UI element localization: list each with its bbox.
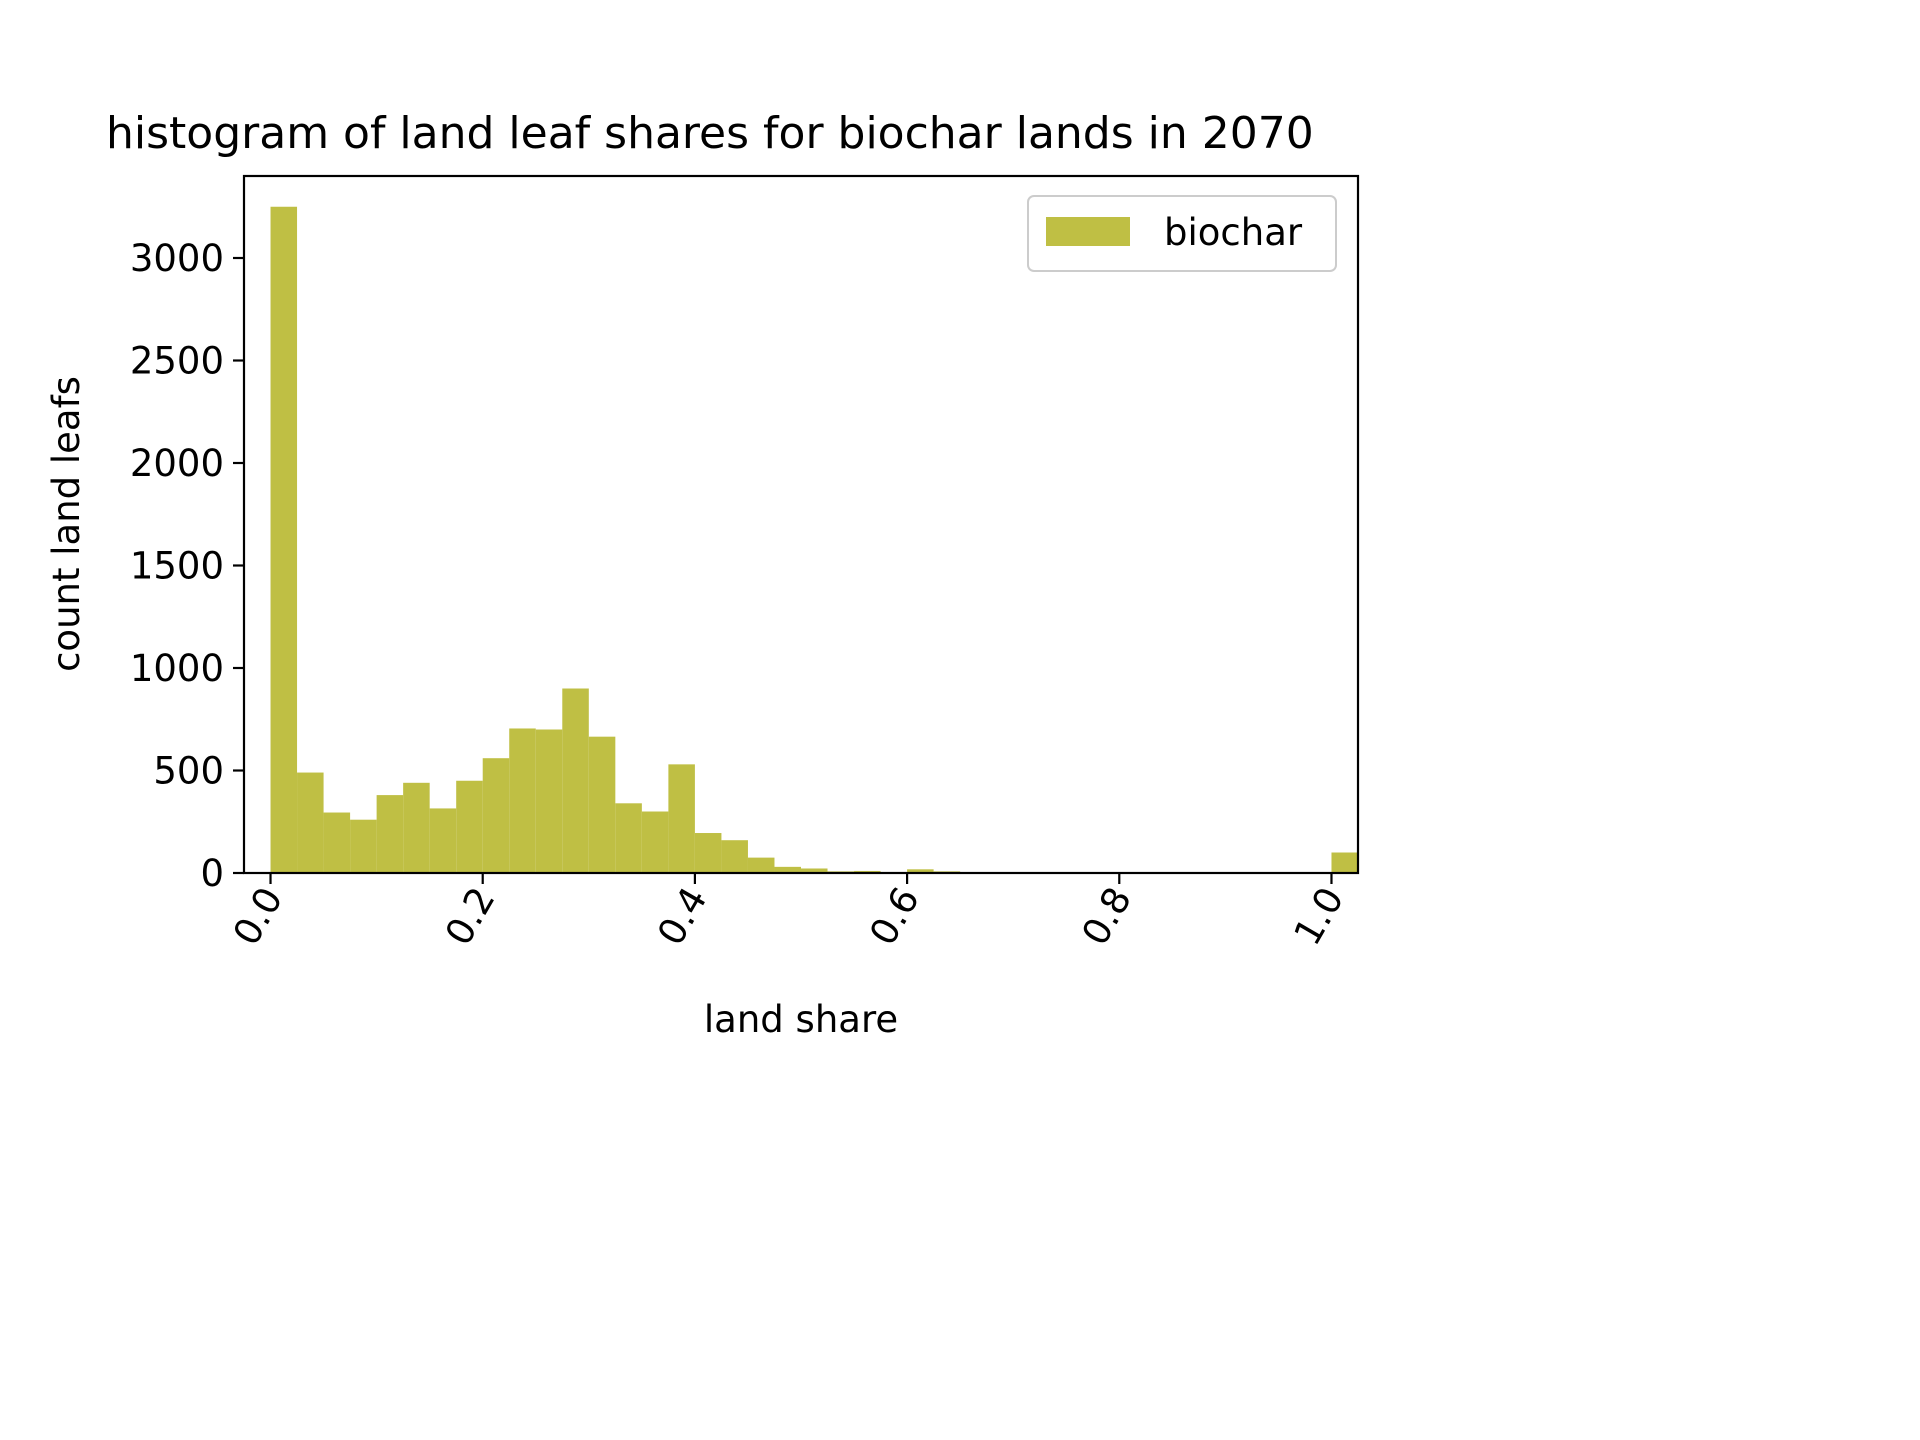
x-tick-label: 0.0	[225, 880, 292, 952]
legend-swatch-biochar	[1046, 217, 1130, 246]
histogram-bar	[482, 758, 510, 873]
histogram-bar	[376, 795, 404, 873]
x-axis: 0.0 0.2 0.4 0.6 0.8 1.0	[225, 873, 1353, 952]
y-tick-label: 0	[200, 852, 224, 895]
histogram-bar	[721, 840, 748, 873]
histogram-bar	[1331, 852, 1358, 873]
x-tick-label: 0.2	[437, 880, 504, 952]
bars-layer	[270, 206, 1358, 873]
y-tick-label: 1500	[130, 545, 224, 588]
y-tick-label: 1000	[130, 647, 224, 690]
histogram-bar	[297, 772, 324, 873]
chart-title: histogram of land leaf shares for biocha…	[106, 108, 1314, 159]
y-tick-label: 3000	[130, 237, 224, 280]
y-tick-label: 2500	[130, 340, 224, 383]
histogram-bar	[907, 869, 934, 873]
legend-label-biochar: biochar	[1164, 211, 1303, 254]
y-tick-label: 500	[153, 750, 224, 793]
y-axis: 0 500 1000 1500 2000 2500 3000	[130, 237, 244, 895]
histogram-bar	[323, 812, 351, 873]
x-tick-label: 0.6	[861, 880, 928, 952]
x-tick-label: 0.4	[649, 880, 716, 952]
histogram-bar	[403, 782, 430, 873]
histogram-bar	[509, 728, 536, 873]
plot-area-frame	[242, 174, 1360, 875]
x-axis-label: land share	[704, 998, 898, 1041]
x-tick-label: 1.0	[1286, 880, 1353, 952]
histogram-bar	[774, 866, 801, 873]
histogram-bar	[747, 857, 775, 873]
histogram-bar	[456, 780, 483, 873]
histogram-bar	[641, 811, 669, 873]
histogram-bar	[668, 764, 695, 873]
legend-frame	[1027, 195, 1337, 272]
histogram-bar	[535, 729, 563, 873]
histogram-bar	[615, 803, 642, 873]
x-tick-label: 0.8	[1073, 880, 1140, 952]
histogram-bar	[588, 736, 616, 873]
histogram-bar	[350, 819, 377, 873]
histogram-bar	[270, 206, 298, 873]
y-tick-label: 2000	[130, 442, 224, 485]
histogram-bar	[801, 868, 828, 873]
histogram-bar	[694, 833, 722, 873]
histogram-bar	[562, 688, 589, 873]
y-axis-label: count land leafs	[45, 376, 88, 672]
legend: biochar	[1027, 195, 1337, 272]
histogram-bar	[429, 808, 457, 873]
